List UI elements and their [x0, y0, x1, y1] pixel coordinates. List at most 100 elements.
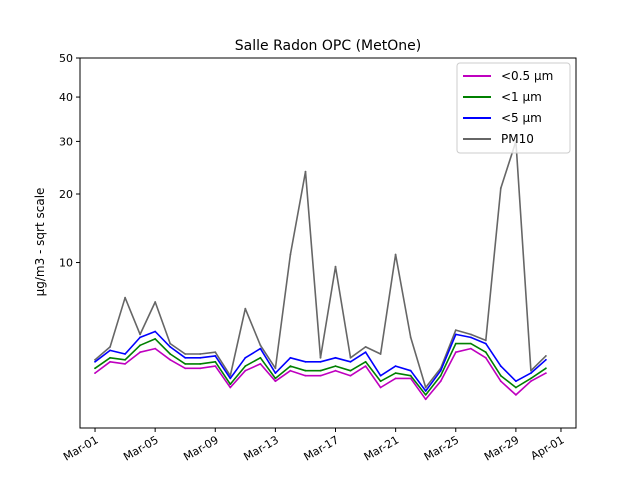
data-point — [124, 353, 126, 355]
data-point — [229, 374, 232, 377]
data-point — [545, 372, 547, 374]
y-axis: 10 20 30 40 50 — [59, 52, 80, 270]
data-point — [349, 369, 352, 372]
y-tick-label: 40 — [59, 91, 73, 104]
data-point — [409, 336, 412, 339]
data-point — [154, 330, 157, 333]
data-point — [545, 355, 547, 357]
data-point — [334, 356, 337, 359]
data-point — [530, 380, 532, 383]
data-point — [259, 347, 262, 350]
data-point — [469, 347, 472, 350]
data-point — [319, 369, 322, 372]
data-point — [439, 374, 442, 377]
data-point — [319, 374, 322, 377]
data-point — [214, 365, 217, 367]
data-point — [109, 356, 111, 359]
data-point — [169, 346, 172, 348]
legend: <0.5 µm <1 µm <5 µm PM10 — [456, 62, 571, 154]
data-point — [139, 351, 142, 354]
legend-label: PM10 — [501, 132, 534, 146]
data-point — [139, 336, 142, 339]
data-point — [469, 333, 472, 336]
data-point — [289, 253, 292, 256]
chart-title: Salle Radon OPC (MetOne) — [235, 38, 421, 54]
plot-series-group — [94, 140, 547, 401]
data-point — [289, 369, 292, 372]
legend-label: <0.5 µm — [501, 69, 553, 83]
data-point — [454, 342, 457, 345]
data-point — [484, 351, 487, 354]
data-point — [469, 342, 472, 345]
data-point — [94, 372, 96, 374]
data-point — [394, 377, 397, 380]
data-point — [379, 386, 382, 389]
data-point — [439, 380, 442, 383]
data-point — [259, 363, 262, 365]
data-point — [274, 380, 277, 383]
data-point — [109, 346, 111, 348]
data-point — [199, 353, 202, 355]
data-point — [334, 265, 337, 268]
data-point — [394, 372, 397, 374]
data-point — [124, 363, 126, 365]
y-tick-label: 50 — [59, 52, 73, 65]
data-point — [424, 398, 427, 401]
data-point — [289, 365, 292, 367]
y-axis-label: µg/m3 - sqrt scale — [33, 188, 47, 297]
y-tick-label: 10 — [59, 257, 73, 270]
data-point — [109, 349, 111, 352]
data-point — [364, 351, 367, 354]
data-point — [184, 356, 187, 359]
data-point — [499, 187, 502, 190]
data-point — [469, 336, 472, 339]
data-point — [199, 367, 202, 370]
data-point — [304, 369, 307, 372]
data-point — [409, 374, 412, 377]
data-point — [229, 377, 232, 380]
data-point — [154, 338, 157, 340]
data-point — [349, 360, 352, 363]
data-point — [379, 380, 382, 383]
data-point — [484, 342, 487, 345]
data-point — [244, 369, 247, 372]
data-point — [515, 380, 517, 383]
data-point — [184, 353, 187, 355]
y-tick-label: 30 — [59, 135, 73, 148]
data-point — [334, 365, 337, 367]
data-point — [424, 394, 427, 396]
data-point — [424, 386, 427, 389]
data-point — [394, 365, 397, 367]
data-point — [530, 369, 532, 372]
data-point — [334, 369, 337, 372]
data-point — [394, 253, 397, 256]
data-point — [530, 377, 532, 380]
data-point — [545, 367, 547, 370]
data-point — [259, 344, 262, 347]
data-point — [515, 386, 517, 389]
data-point — [409, 377, 412, 380]
data-point — [274, 367, 277, 370]
data-point — [184, 367, 187, 370]
data-point — [319, 360, 322, 363]
data-point — [154, 347, 157, 350]
data-point — [454, 351, 457, 354]
data-point — [499, 365, 502, 367]
data-point — [439, 369, 442, 372]
data-point — [214, 351, 217, 354]
data-point — [484, 339, 487, 342]
data-point — [530, 372, 532, 374]
legend-box — [456, 62, 571, 154]
data-point — [499, 374, 502, 377]
data-point — [545, 358, 547, 361]
legend-label: <5 µm — [501, 111, 542, 125]
data-point — [154, 301, 157, 303]
data-point — [229, 383, 232, 386]
data-point — [139, 344, 142, 347]
data-point — [499, 380, 502, 383]
data-point — [229, 386, 232, 389]
data-point — [379, 374, 382, 377]
data-point — [124, 296, 126, 299]
data-point — [304, 170, 307, 173]
